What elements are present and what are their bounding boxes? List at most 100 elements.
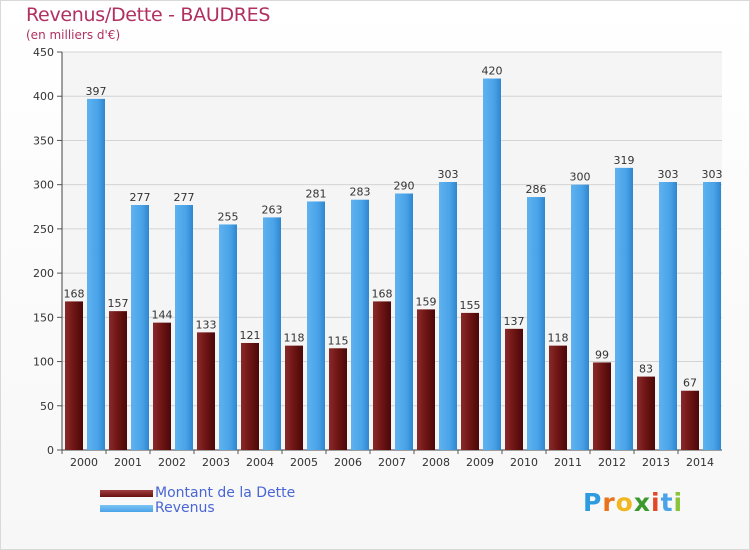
logo-letter: r bbox=[602, 488, 616, 517]
bar-revenus bbox=[439, 182, 457, 450]
data-label-revenus: 303 bbox=[658, 168, 679, 181]
data-label-revenus: 263 bbox=[262, 203, 283, 216]
data-label-dette: 168 bbox=[64, 287, 85, 300]
x-tick-label: 2005 bbox=[290, 456, 318, 469]
legend-label-dette: Montant de la Dette bbox=[155, 485, 296, 501]
data-label-revenus: 290 bbox=[394, 180, 415, 193]
data-label-revenus: 286 bbox=[526, 183, 547, 196]
x-tick-label: 2013 bbox=[642, 456, 670, 469]
data-label-revenus: 397 bbox=[86, 85, 107, 98]
x-tick-label: 2003 bbox=[202, 456, 230, 469]
bar-revenus bbox=[175, 205, 193, 450]
bar-revenus bbox=[87, 98, 105, 451]
legend: Montant de la Dette Revenus bbox=[100, 485, 360, 517]
y-tick-label: 0 bbox=[47, 444, 54, 457]
bar-revenus bbox=[483, 78, 501, 451]
y-tick-label: 350 bbox=[33, 134, 54, 147]
bar-revenus bbox=[395, 193, 413, 450]
bar-dette bbox=[285, 345, 303, 450]
x-tick-label: 2007 bbox=[378, 456, 406, 469]
legend-item-revenus: Revenus bbox=[100, 500, 360, 517]
logo-letter: x bbox=[633, 488, 651, 517]
bar-dette bbox=[153, 322, 171, 450]
data-label-revenus: 319 bbox=[614, 154, 635, 167]
data-label-revenus: 277 bbox=[174, 191, 195, 204]
y-tick-label: 250 bbox=[33, 223, 54, 236]
data-label-dette: 159 bbox=[416, 295, 437, 308]
data-label-dette: 121 bbox=[240, 329, 261, 342]
plot-area bbox=[62, 52, 722, 450]
logo-letter: i bbox=[651, 488, 661, 517]
bar-dette bbox=[241, 342, 259, 450]
x-tick-label: 2006 bbox=[334, 456, 362, 469]
x-tick-label: 2009 bbox=[466, 456, 494, 469]
x-tick-label: 2000 bbox=[70, 456, 98, 469]
bar-revenus bbox=[131, 205, 149, 450]
bar-dette bbox=[329, 348, 347, 450]
proxiti-logo: Proxiti bbox=[583, 488, 683, 517]
bar-revenus bbox=[615, 167, 633, 450]
data-label-dette: 115 bbox=[328, 334, 349, 347]
legend-swatch-revenus bbox=[100, 505, 153, 512]
data-label-revenus: 277 bbox=[130, 191, 151, 204]
bar-dette bbox=[505, 328, 523, 450]
data-label-revenus: 255 bbox=[218, 210, 239, 223]
data-label-dette: 155 bbox=[460, 299, 481, 312]
data-label-dette: 83 bbox=[639, 363, 653, 376]
bar-dette bbox=[65, 301, 83, 450]
bar-dette bbox=[109, 311, 127, 450]
chart-subtitle: (en milliers d'€) bbox=[26, 28, 121, 42]
data-label-revenus: 300 bbox=[570, 171, 591, 184]
x-tick-label: 2010 bbox=[510, 456, 538, 469]
logo-letter: i bbox=[673, 488, 684, 517]
legend-item-dette: Montant de la Dette bbox=[100, 485, 360, 502]
bar-revenus bbox=[527, 197, 545, 450]
bar-revenus bbox=[571, 184, 589, 450]
logo-letter: P bbox=[583, 488, 603, 517]
x-tick-label: 2014 bbox=[686, 456, 714, 469]
y-tick-label: 50 bbox=[40, 400, 54, 413]
x-tick-label: 2001 bbox=[114, 456, 142, 469]
bar-revenus bbox=[263, 217, 281, 450]
bar-dette bbox=[373, 301, 391, 450]
legend-swatch-dette bbox=[100, 490, 153, 497]
bar-revenus bbox=[219, 224, 237, 450]
y-tick-label: 400 bbox=[33, 90, 54, 103]
data-label-dette: 168 bbox=[372, 287, 393, 300]
y-tick-label: 200 bbox=[33, 267, 54, 280]
data-label-dette: 67 bbox=[683, 377, 697, 390]
bar-revenus bbox=[307, 201, 325, 450]
bar-dette bbox=[417, 309, 435, 450]
x-tick-label: 2008 bbox=[422, 456, 450, 469]
x-tick-label: 2011 bbox=[554, 456, 582, 469]
y-tick-label: 450 bbox=[33, 46, 54, 59]
bar-revenus bbox=[703, 182, 721, 450]
y-tick-label: 300 bbox=[33, 179, 54, 192]
data-label-revenus: 281 bbox=[306, 187, 327, 200]
data-label-revenus: 420 bbox=[482, 65, 503, 78]
legend-label-revenus: Revenus bbox=[155, 500, 215, 516]
bar-dette bbox=[681, 390, 699, 450]
data-label-dette: 157 bbox=[108, 297, 129, 310]
bar-dette bbox=[461, 312, 479, 450]
bar-revenus bbox=[351, 199, 369, 450]
data-label-dette: 118 bbox=[548, 332, 569, 345]
y-tick-label: 150 bbox=[33, 311, 54, 324]
data-label-dette: 144 bbox=[152, 309, 173, 322]
logo-letter: o bbox=[615, 488, 634, 517]
logo-letter: t bbox=[660, 488, 674, 517]
y-tick-label: 100 bbox=[33, 356, 54, 369]
x-tick-label: 2002 bbox=[158, 456, 186, 469]
data-label-dette: 137 bbox=[504, 315, 525, 328]
data-label-dette: 99 bbox=[595, 348, 609, 361]
chart-title: Revenus/Dette - BAUDRES bbox=[26, 4, 271, 26]
bar-dette bbox=[637, 376, 655, 450]
bar-revenus bbox=[659, 182, 677, 450]
data-label-revenus: 303 bbox=[438, 168, 459, 181]
x-tick-label: 2012 bbox=[598, 456, 626, 469]
bar-dette bbox=[197, 332, 215, 450]
bar-dette bbox=[549, 345, 567, 450]
data-label-revenus: 283 bbox=[350, 186, 371, 199]
data-label-revenus: 303 bbox=[702, 168, 723, 181]
